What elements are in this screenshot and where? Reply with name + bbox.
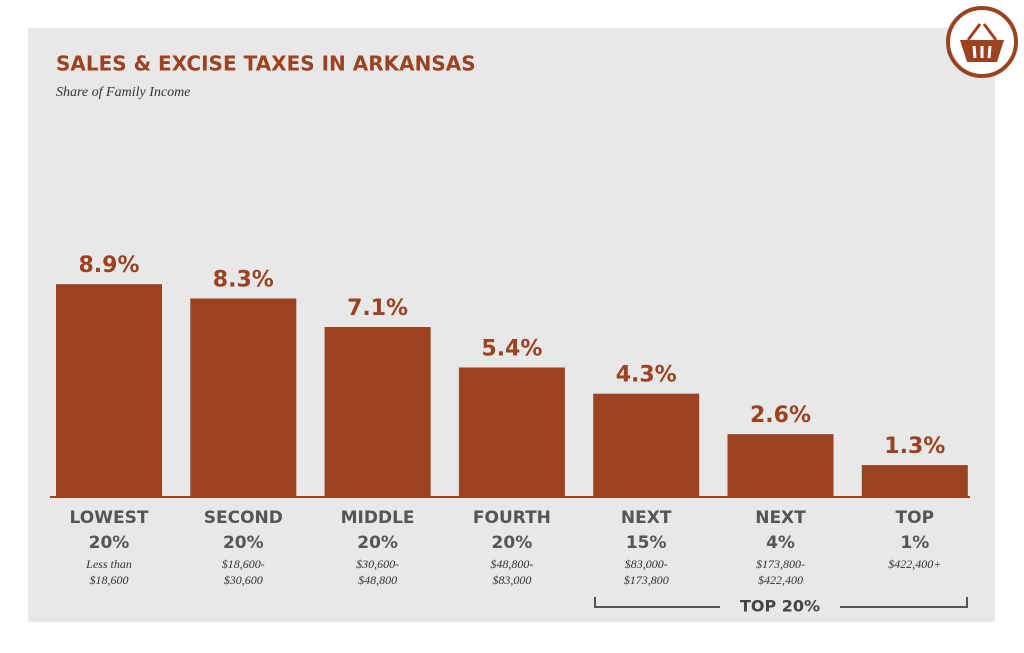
x-tick-label: 20% [223,533,264,553]
value-label: 2.6% [750,403,811,428]
bar [593,393,700,496]
income-range: $83,000- [625,557,668,571]
group-annotation: TOP 20% [740,597,820,616]
value-label: 8.3% [213,267,274,292]
value-label: 1.3% [884,434,945,459]
x-tick-label: 20% [89,533,130,553]
x-tick-label: 4% [766,533,795,553]
panel [28,28,995,622]
x-tick-label: FOURTH [473,508,551,528]
income-range: $422,400 [758,573,803,587]
x-tick-label: 15% [626,533,667,553]
chart-subtitle: Share of Family Income [56,85,190,100]
income-range: $83,000 [492,573,531,587]
x-tick-label: TOP [896,508,935,528]
income-range: $173,800- [756,557,805,571]
bar [458,367,565,496]
income-range: $18,600- [222,557,265,571]
chart-title: SALES & EXCISE TAXES IN ARKANSAS [56,52,476,76]
x-tick-label: NEXT [621,508,672,528]
income-range: $173,800 [624,573,669,587]
x-tick-label: LOWEST [70,508,149,528]
income-range: Less than [85,557,132,571]
value-label: 5.4% [481,336,542,361]
x-tick-label: 20% [492,533,533,553]
income-range: $48,800- [490,557,533,571]
income-range: $48,800 [358,573,397,587]
value-label: 8.9% [78,253,139,278]
bar [324,327,431,496]
income-range: $30,600- [356,557,399,571]
bar [56,284,162,496]
value-label: 4.3% [616,363,677,388]
x-tick-label: 1% [900,533,929,553]
bar [861,465,968,496]
basket-icon [946,6,1018,78]
x-tick-label: SECOND [204,508,283,528]
bar [190,298,297,496]
group-bracket [594,597,968,608]
x-tick-label: NEXT [755,508,806,528]
income-range: $422,400+ [888,557,941,571]
x-tick-label: MIDDLE [341,508,415,528]
bar [727,434,834,496]
income-range: $18,600 [90,573,129,587]
value-label: 7.1% [347,296,408,321]
x-tick-label: 20% [357,533,398,553]
income-range: $30,600 [224,573,263,587]
